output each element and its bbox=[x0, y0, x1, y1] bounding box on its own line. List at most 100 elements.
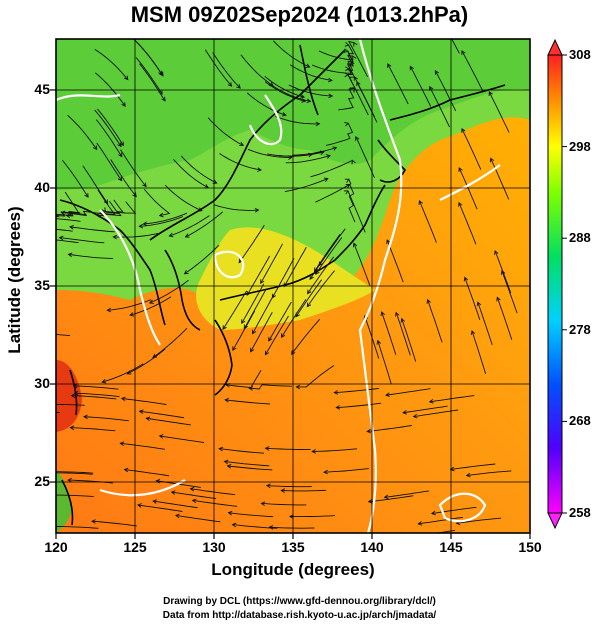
streamline bbox=[102, 363, 144, 383]
streamline bbox=[153, 500, 198, 509]
streamline-arrowhead bbox=[142, 221, 148, 227]
streamline-arrowhead bbox=[250, 347, 255, 353]
streamline-arrowhead bbox=[243, 324, 248, 330]
streamline bbox=[73, 385, 119, 390]
streamline-arrowhead bbox=[239, 141, 245, 147]
streamline-arrowhead bbox=[161, 96, 166, 102]
streamline bbox=[241, 283, 265, 324]
colorbar-tick-label: 298 bbox=[569, 138, 591, 154]
streamline-arrowhead bbox=[291, 350, 296, 355]
streamline-arrowhead bbox=[101, 378, 107, 384]
streamline bbox=[94, 49, 129, 80]
streamline bbox=[56, 472, 93, 475]
streamline-arrowhead bbox=[268, 525, 274, 530]
lat-lon-grid bbox=[55, 39, 531, 533]
streamline bbox=[222, 290, 247, 330]
streamline bbox=[56, 526, 99, 529]
streamline bbox=[356, 81, 378, 123]
streamline-arrowhead bbox=[73, 390, 79, 396]
streamline-arrowhead bbox=[189, 486, 195, 492]
streamline bbox=[261, 502, 307, 506]
streamline bbox=[385, 388, 431, 396]
streamline bbox=[265, 447, 311, 450]
streamline bbox=[192, 499, 238, 507]
colorbar-max-arrow bbox=[547, 38, 563, 56]
streamline-arrowhead bbox=[119, 441, 125, 446]
streamline bbox=[431, 506, 477, 514]
streamline-arrowhead bbox=[112, 234, 118, 240]
streamline-arrowhead bbox=[343, 48, 349, 53]
streamline bbox=[429, 395, 475, 403]
streamline-arrowhead bbox=[430, 510, 436, 516]
streamline-arrowhead bbox=[463, 276, 469, 282]
streamline bbox=[219, 153, 262, 171]
streamline bbox=[451, 39, 460, 54]
colorbar-tick-label: 308 bbox=[569, 47, 591, 62]
streamline-arrowhead bbox=[106, 307, 112, 313]
streamline bbox=[347, 190, 366, 233]
streamline-arrowhead bbox=[158, 89, 163, 95]
streamline bbox=[387, 63, 409, 105]
streamline-arrowhead bbox=[264, 350, 270, 356]
streamline bbox=[488, 91, 510, 133]
streamline bbox=[190, 488, 236, 496]
colorbar-tick-label: 258 bbox=[569, 505, 591, 520]
streamline-arrowhead bbox=[315, 121, 321, 127]
streamline-arrowhead bbox=[136, 503, 142, 508]
streamline bbox=[275, 115, 320, 125]
streamline bbox=[247, 148, 292, 158]
streamline bbox=[121, 398, 167, 405]
streamline bbox=[96, 200, 120, 217]
streamline-arrowhead bbox=[126, 370, 132, 375]
streamline-arrowhead bbox=[335, 405, 341, 410]
streamline bbox=[314, 234, 341, 272]
streamline bbox=[100, 199, 124, 217]
streamline-arrowhead bbox=[158, 434, 164, 439]
streamline bbox=[266, 485, 312, 488]
streamline-arrowhead bbox=[91, 519, 96, 524]
streamline-arrowhead bbox=[344, 42, 350, 47]
streamline bbox=[311, 64, 352, 74]
streamline-arrowhead bbox=[183, 269, 189, 275]
streamline-arrowhead bbox=[395, 311, 400, 317]
streamline-arrowhead bbox=[120, 396, 126, 402]
streamline bbox=[348, 184, 356, 223]
streamline-arrowhead bbox=[170, 490, 176, 495]
streamline bbox=[62, 159, 89, 198]
streamline-arrowhead bbox=[159, 71, 164, 77]
streamline bbox=[312, 448, 358, 452]
streamline bbox=[496, 297, 513, 341]
streamline bbox=[95, 119, 123, 157]
streamline-arrowhead bbox=[40, 403, 44, 407]
streamline-arrowhead bbox=[129, 312, 135, 317]
streamline-arrowhead bbox=[288, 514, 294, 519]
streamline-arrowhead bbox=[328, 77, 333, 83]
streamline-arrowhead bbox=[138, 409, 144, 414]
streamline-arrowhead bbox=[69, 425, 75, 431]
streamline bbox=[96, 108, 124, 146]
streamline-arrowhead bbox=[344, 178, 350, 183]
streamline-arrowhead bbox=[123, 75, 129, 81]
streamline bbox=[403, 405, 448, 414]
streamline-arrowhead bbox=[69, 224, 74, 230]
streamline bbox=[456, 517, 502, 524]
streamline-arrowhead bbox=[489, 157, 495, 163]
streamline bbox=[232, 524, 278, 529]
streamline bbox=[291, 318, 321, 355]
streamline bbox=[395, 312, 411, 356]
streamline-arrowhead bbox=[500, 269, 506, 275]
streamline-arrowhead bbox=[67, 477, 72, 483]
streamline bbox=[434, 529, 455, 533]
x-tick-label: 125 bbox=[123, 539, 147, 555]
streamline-arrowhead bbox=[353, 41, 358, 47]
streamline-arrowhead bbox=[344, 66, 350, 72]
streamline bbox=[120, 149, 147, 187]
streamline-arrowhead bbox=[268, 336, 273, 342]
streamline-arrowhead bbox=[402, 410, 407, 415]
streamline-arrowhead bbox=[351, 159, 356, 165]
streamline-arrowhead bbox=[438, 14, 441, 18]
streamline-arrowhead bbox=[265, 483, 271, 489]
streamline-arrowhead bbox=[418, 200, 423, 205]
streamline-arrowhead bbox=[132, 192, 137, 198]
